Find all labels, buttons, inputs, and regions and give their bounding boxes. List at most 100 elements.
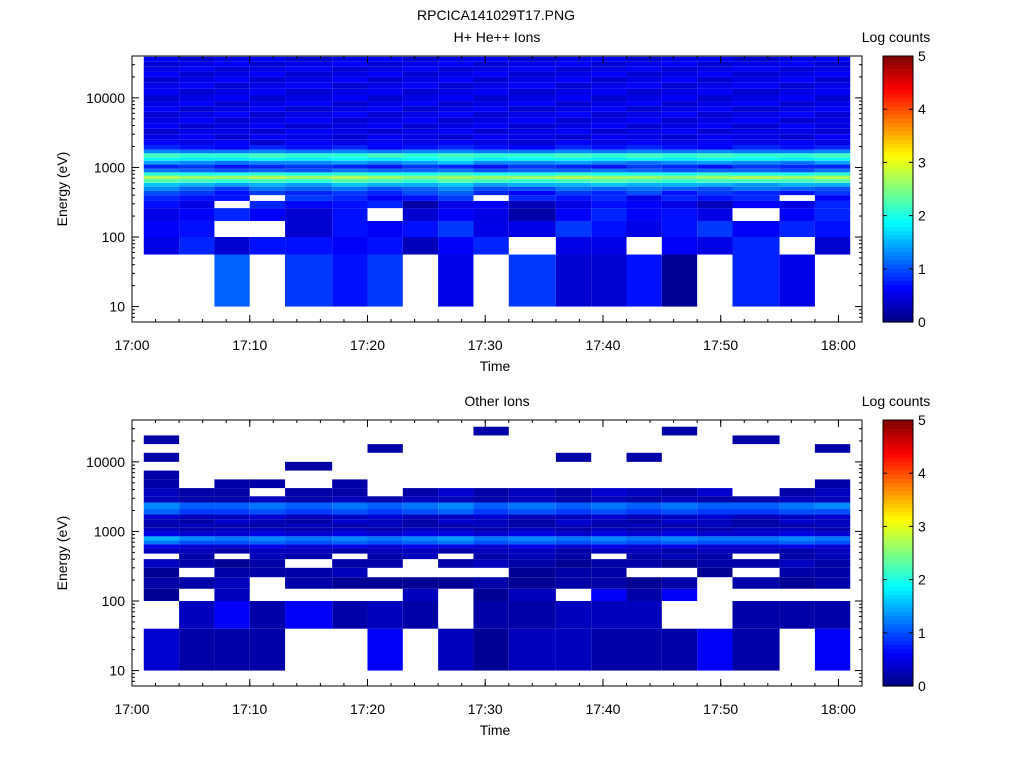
heatmap-cell: [285, 531, 333, 537]
heatmap-cell: [143, 531, 180, 537]
heatmap-cell: [555, 172, 592, 176]
colorbar-swatch: [883, 494, 913, 500]
heatmap-cell: [732, 88, 780, 96]
heatmap-cell: [555, 123, 592, 129]
colorbar-swatch: [883, 201, 913, 207]
heatmap-cell: [438, 190, 474, 196]
heatmap-cell: [591, 527, 627, 532]
heatmap-cell: [402, 509, 439, 515]
heatmap-cell: [661, 195, 698, 201]
colorbar-swatch: [883, 478, 913, 483]
colorbar-swatch: [883, 292, 913, 298]
heatmap-cell: [814, 153, 851, 158]
y-axis: 10 100 1000 10000: [86, 55, 862, 323]
heatmap-cell: [779, 101, 815, 107]
colorbar-swatch: [883, 532, 913, 537]
heatmap-cell: [332, 237, 368, 255]
heatmap-cell: [732, 601, 780, 629]
heatmap-cell: [285, 128, 333, 135]
colorbar-tick-label: 5: [918, 412, 926, 428]
colorbar-swatch: [883, 60, 913, 65]
heatmap-cell: [814, 531, 851, 537]
heatmap-cell: [332, 145, 368, 150]
plot-frame: [131, 55, 863, 323]
heatmap-cell: [214, 527, 250, 532]
heatmap-cell: [555, 208, 592, 221]
heatmap-cell: [285, 567, 333, 578]
heatmap-cell: [179, 111, 215, 118]
heatmap-cell: [732, 179, 780, 183]
heatmap-cell: [661, 254, 698, 307]
colorbar-tick-label: 4: [918, 101, 926, 117]
heatmap-cell: [591, 76, 627, 83]
panel-title: Other Ions: [464, 393, 529, 409]
heatmap-cell: [332, 567, 368, 578]
heatmap-cell: [814, 628, 851, 671]
heatmap-cell: [179, 548, 215, 554]
heatmap-cell: [814, 139, 851, 146]
heatmap-cell: [438, 66, 474, 72]
heatmap-cell: [814, 106, 851, 112]
heatmap-cell: [814, 190, 851, 196]
heatmap-cell: [814, 175, 851, 180]
heatmap-cell: [179, 175, 215, 180]
heatmap-cell: [697, 168, 733, 173]
heatmap-cell: [555, 106, 592, 112]
heatmap-cell: [402, 548, 439, 554]
heatmap-cell: [249, 208, 286, 221]
heatmap-cell: [438, 134, 474, 140]
heatmap-cell: [814, 71, 851, 77]
heatmap-cell: [214, 134, 250, 140]
heatmap-cell: [626, 145, 662, 150]
heatmap-cell: [249, 71, 286, 77]
heatmap-cell: [779, 254, 815, 307]
heatmap-cell: [249, 179, 286, 183]
heatmap-cell: [332, 164, 368, 169]
heatmap-cell: [508, 175, 556, 180]
heatmap-cell: [814, 601, 851, 629]
heatmap-cell: [402, 527, 439, 532]
heatmap-cell: [814, 82, 851, 89]
colorbar-swatch: [883, 130, 913, 136]
colorbar-swatch: [883, 631, 913, 637]
heatmap-cell: [249, 145, 286, 150]
y-axis: 10 100 1000 10000: [86, 419, 862, 687]
colorbar-swatch: [883, 193, 913, 198]
heatmap-cell: [661, 160, 698, 165]
heatmap-cell: [402, 61, 439, 67]
heatmap-cell: [179, 601, 215, 629]
heatmap-cell: [591, 190, 627, 196]
heatmap-cell: [143, 220, 180, 238]
x-axis-label: Time: [480, 358, 511, 374]
heatmap-cell: [402, 588, 439, 602]
heatmap-cell: [779, 82, 815, 89]
heatmap-cell: [179, 61, 215, 67]
heatmap-cell: [143, 544, 180, 549]
heatmap-cell: [402, 179, 439, 183]
heatmap-cell: [626, 559, 662, 568]
heatmap-cell: [214, 95, 250, 102]
heatmap-cell: [332, 195, 368, 201]
x-tick-label: 17:00: [114, 701, 149, 717]
colorbar-swatch: [883, 105, 913, 111]
heatmap-cell: [143, 95, 180, 102]
heatmap-cell: [814, 559, 851, 568]
heatmap-cell: [179, 168, 215, 173]
heatmap-cell: [697, 76, 733, 83]
heatmap-cell: [143, 577, 180, 589]
heatmap-cell: [214, 186, 250, 191]
heatmap-cell: [732, 527, 780, 532]
heatmap-cell: [555, 254, 592, 307]
heatmap-cell: [179, 577, 215, 589]
heatmap-cell: [249, 157, 286, 161]
heatmap-cell: [285, 523, 333, 528]
heatmap-cell: [143, 88, 180, 96]
heatmap-cell: [591, 168, 627, 173]
heatmap-cell: [438, 128, 474, 135]
heatmap-cell: [508, 601, 556, 629]
heatmap-cell: [285, 544, 333, 549]
heatmap-cell: [473, 601, 509, 629]
heatmap-cell: [214, 208, 250, 221]
heatmap-cell: [179, 628, 215, 671]
heatmap-cell: [732, 82, 780, 89]
